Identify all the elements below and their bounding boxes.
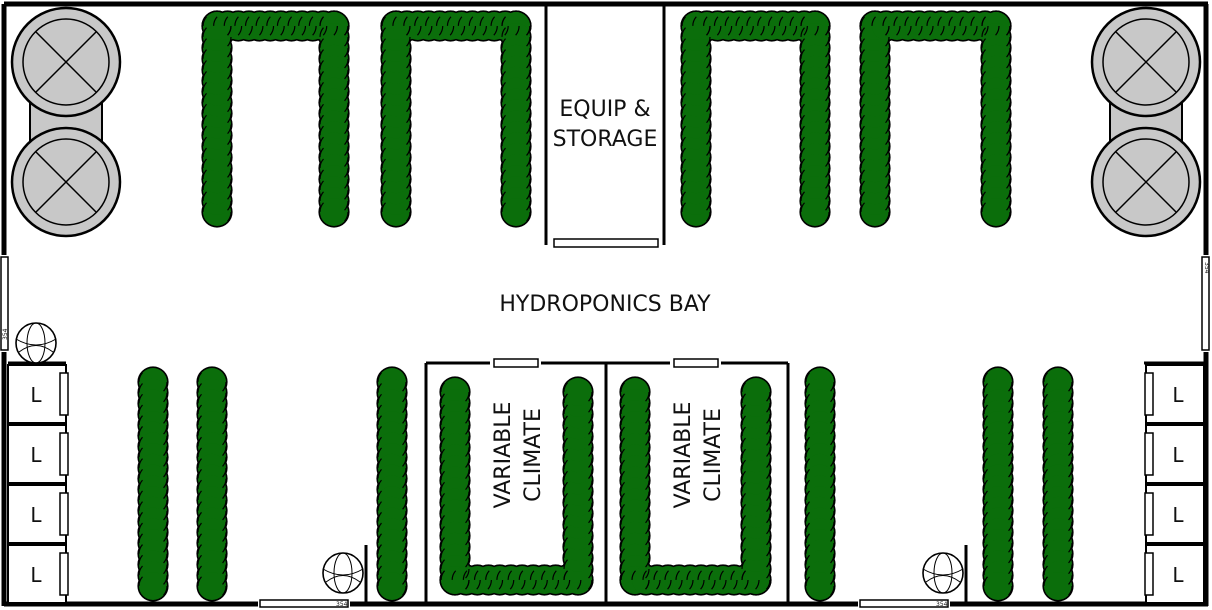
door-code-label: 354 xyxy=(336,601,348,608)
door-icon[interactable] xyxy=(553,238,659,248)
doors xyxy=(0,238,1210,608)
fan-tank-icon xyxy=(10,126,122,238)
door-icon[interactable] xyxy=(493,358,539,368)
equip-label-line2: STORAGE xyxy=(553,127,658,152)
locker-label: L xyxy=(1172,383,1184,407)
globe-icon xyxy=(322,552,364,594)
locker-label: L xyxy=(1172,563,1184,587)
plant-bed xyxy=(196,366,228,602)
tank-units xyxy=(10,6,1202,238)
plant-bed xyxy=(619,376,772,596)
bay-label: HYDROPONICS BAY xyxy=(499,292,711,317)
door-code-label: 354 xyxy=(2,328,9,340)
door-icon[interactable] xyxy=(259,599,349,608)
locker-icon[interactable]: L xyxy=(1144,364,1205,424)
plant-bed xyxy=(680,10,831,228)
fan-tank-icon xyxy=(1090,6,1202,118)
plant-bed xyxy=(804,366,836,602)
locker-label: L xyxy=(1172,443,1184,467)
plant-bed xyxy=(376,366,408,602)
locker-icon[interactable]: L xyxy=(1144,424,1205,484)
locker-icon[interactable]: L xyxy=(7,424,69,484)
climate-a-line2: CLIMATE xyxy=(521,408,546,502)
locker-icon[interactable]: L xyxy=(1144,484,1205,544)
plant-bed xyxy=(1042,366,1074,602)
locker-label: L xyxy=(30,563,42,587)
plant-bed xyxy=(859,10,1012,228)
locker-label: L xyxy=(1172,503,1184,527)
door-code-label: 354 xyxy=(936,601,948,608)
locker-icon[interactable]: L xyxy=(7,544,69,604)
plant-bed xyxy=(439,376,594,596)
locker-icon[interactable]: L xyxy=(7,364,69,424)
equip-label-line1: EQUIP & xyxy=(559,97,650,122)
door-code-label: 354 xyxy=(1203,262,1210,274)
plant-bed xyxy=(137,366,169,602)
locker-label: L xyxy=(30,443,42,467)
door-icon[interactable] xyxy=(673,358,719,368)
plant-beds xyxy=(137,10,1074,602)
door-icon[interactable] xyxy=(859,599,949,608)
plant-bed xyxy=(380,10,532,228)
door-icon[interactable] xyxy=(1201,256,1210,351)
globe-icon xyxy=(15,322,57,364)
climate-b-line1: VARIABLE xyxy=(671,402,696,509)
climate-a-line1: VARIABLE xyxy=(491,402,516,509)
door-codes: 354 354 354 354 xyxy=(2,262,1210,608)
fan-tank-icon xyxy=(1090,126,1202,238)
locker-label: L xyxy=(30,383,42,407)
lockers: L L L L L L L L xyxy=(7,364,1205,604)
locker-icon[interactable]: L xyxy=(1144,544,1205,604)
globes xyxy=(15,322,964,594)
locker-label: L xyxy=(30,503,42,527)
plant-bed xyxy=(982,366,1014,602)
door-icon[interactable] xyxy=(0,256,9,351)
globe-icon xyxy=(922,552,964,594)
plant-bed xyxy=(201,10,350,228)
climate-b-line2: CLIMATE xyxy=(701,408,726,502)
fan-tank-icon xyxy=(10,6,122,118)
locker-icon[interactable]: L xyxy=(7,484,69,544)
